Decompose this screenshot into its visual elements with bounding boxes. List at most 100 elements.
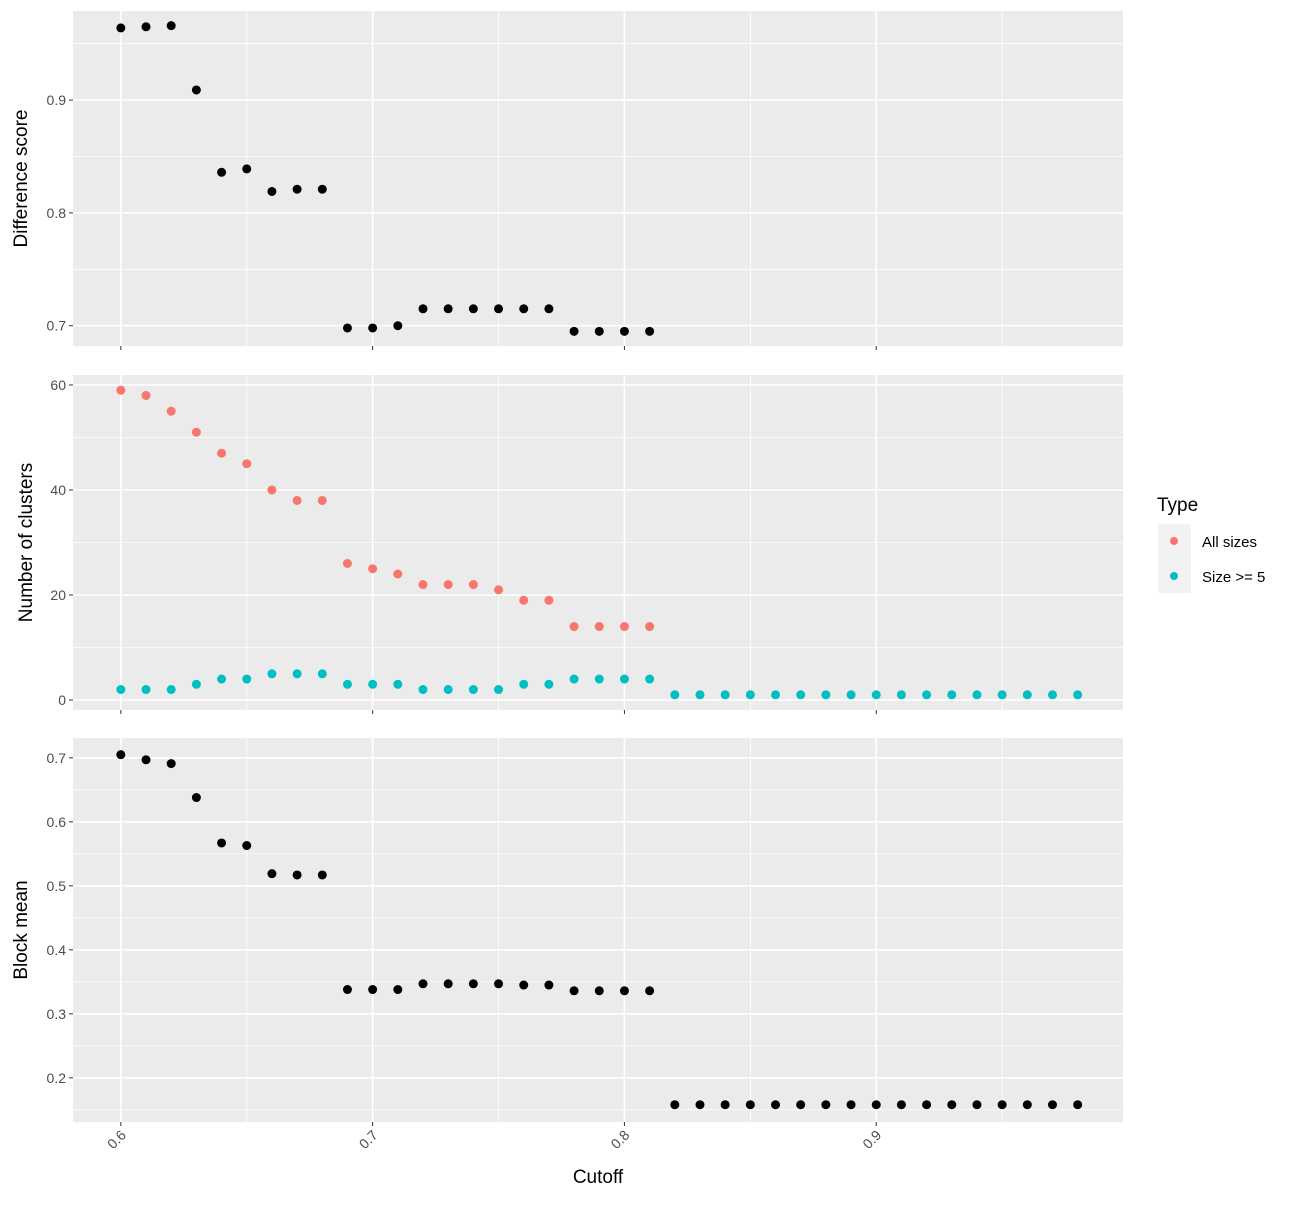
data-point [368, 564, 378, 574]
data-point [342, 559, 352, 569]
data-point [947, 690, 957, 700]
data-point [468, 580, 478, 590]
data-point [217, 167, 227, 177]
y-tick-label: 0.7 [47, 318, 67, 334]
legend-title: Type [1157, 495, 1198, 516]
data-point [922, 1100, 932, 1110]
data-point [443, 580, 453, 590]
data-point [896, 1100, 906, 1110]
data-point [997, 1100, 1007, 1110]
y-axis-label: Difference score [11, 110, 32, 248]
data-point [846, 1100, 856, 1110]
data-point [443, 979, 453, 989]
data-point [821, 1100, 831, 1110]
data-point [997, 690, 1007, 700]
y-tick-label: 60 [50, 377, 66, 393]
data-point [947, 1100, 957, 1110]
data-point [418, 979, 428, 989]
data-point [393, 985, 403, 995]
data-point [1022, 690, 1032, 700]
data-point [720, 1100, 730, 1110]
data-point [267, 669, 277, 679]
data-point [645, 326, 655, 336]
data-point [242, 674, 252, 684]
data-point [166, 21, 176, 31]
data-point [166, 759, 176, 769]
data-point [393, 569, 403, 579]
x-axis-label: Cutoff [573, 1167, 624, 1188]
data-point [569, 622, 579, 632]
data-point [594, 326, 604, 336]
data-point [796, 690, 806, 700]
data-point [443, 685, 453, 695]
data-point [544, 679, 554, 689]
data-point [645, 986, 655, 996]
data-point [317, 495, 327, 505]
x-tick-label: 0.9 [859, 1127, 884, 1152]
data-point [619, 986, 629, 996]
y-tick-label: 0.2 [47, 1070, 67, 1086]
panel-3: 0.2 0.3 0.4 0.5 0.6 0.7 Block mean [11, 738, 1123, 1126]
data-point [191, 793, 201, 803]
data-point [519, 595, 529, 605]
y-tick-label: 40 [50, 482, 66, 498]
y-axis-label: Block mean [11, 880, 32, 979]
data-point [1047, 690, 1057, 700]
data-point [191, 85, 201, 95]
legend-label-size-5: Size >= 5 [1202, 569, 1265, 586]
data-point [494, 304, 504, 314]
data-point [619, 622, 629, 632]
data-point [242, 459, 252, 469]
data-point [519, 304, 529, 314]
data-point [695, 1100, 705, 1110]
data-point [569, 326, 579, 336]
data-point [267, 186, 277, 196]
data-point [292, 495, 302, 505]
data-point [116, 23, 126, 33]
data-point [368, 323, 378, 333]
legend: Type All sizes Size >= 5 [1157, 495, 1265, 593]
data-point [1022, 1100, 1032, 1110]
data-point [645, 674, 655, 684]
data-point [494, 979, 504, 989]
data-point [645, 622, 655, 632]
data-point [317, 669, 327, 679]
x-tick-label: 0.6 [104, 1127, 129, 1152]
data-point [1073, 690, 1083, 700]
legend-key-size-5 [1170, 572, 1178, 580]
data-point [267, 869, 277, 879]
data-point [468, 304, 478, 314]
y-tick-label: 0.6 [47, 814, 67, 830]
data-point [443, 304, 453, 314]
data-point [544, 595, 554, 605]
data-point [745, 690, 755, 700]
data-point [922, 690, 932, 700]
data-point [544, 304, 554, 314]
data-point [1073, 1100, 1083, 1110]
data-point [191, 427, 201, 437]
data-point [594, 674, 604, 684]
data-point [342, 985, 352, 995]
data-point [594, 986, 604, 996]
data-point [368, 679, 378, 689]
data-point [670, 1100, 680, 1110]
y-axis-label: Number of clusters [16, 463, 37, 622]
data-point [796, 1100, 806, 1110]
data-point [393, 321, 403, 331]
data-point [116, 685, 126, 695]
data-point [292, 184, 302, 194]
data-point [418, 685, 428, 695]
data-point [116, 385, 126, 395]
data-point [141, 685, 151, 695]
data-point [317, 184, 327, 194]
data-point [494, 585, 504, 595]
data-point [418, 580, 428, 590]
data-point [217, 674, 227, 684]
data-point [1047, 1100, 1057, 1110]
panel-1: 0.7 0.8 0.9 Difference score [11, 11, 1123, 350]
data-point [468, 979, 478, 989]
data-point [494, 685, 504, 695]
data-point [771, 690, 781, 700]
data-point [141, 755, 151, 765]
